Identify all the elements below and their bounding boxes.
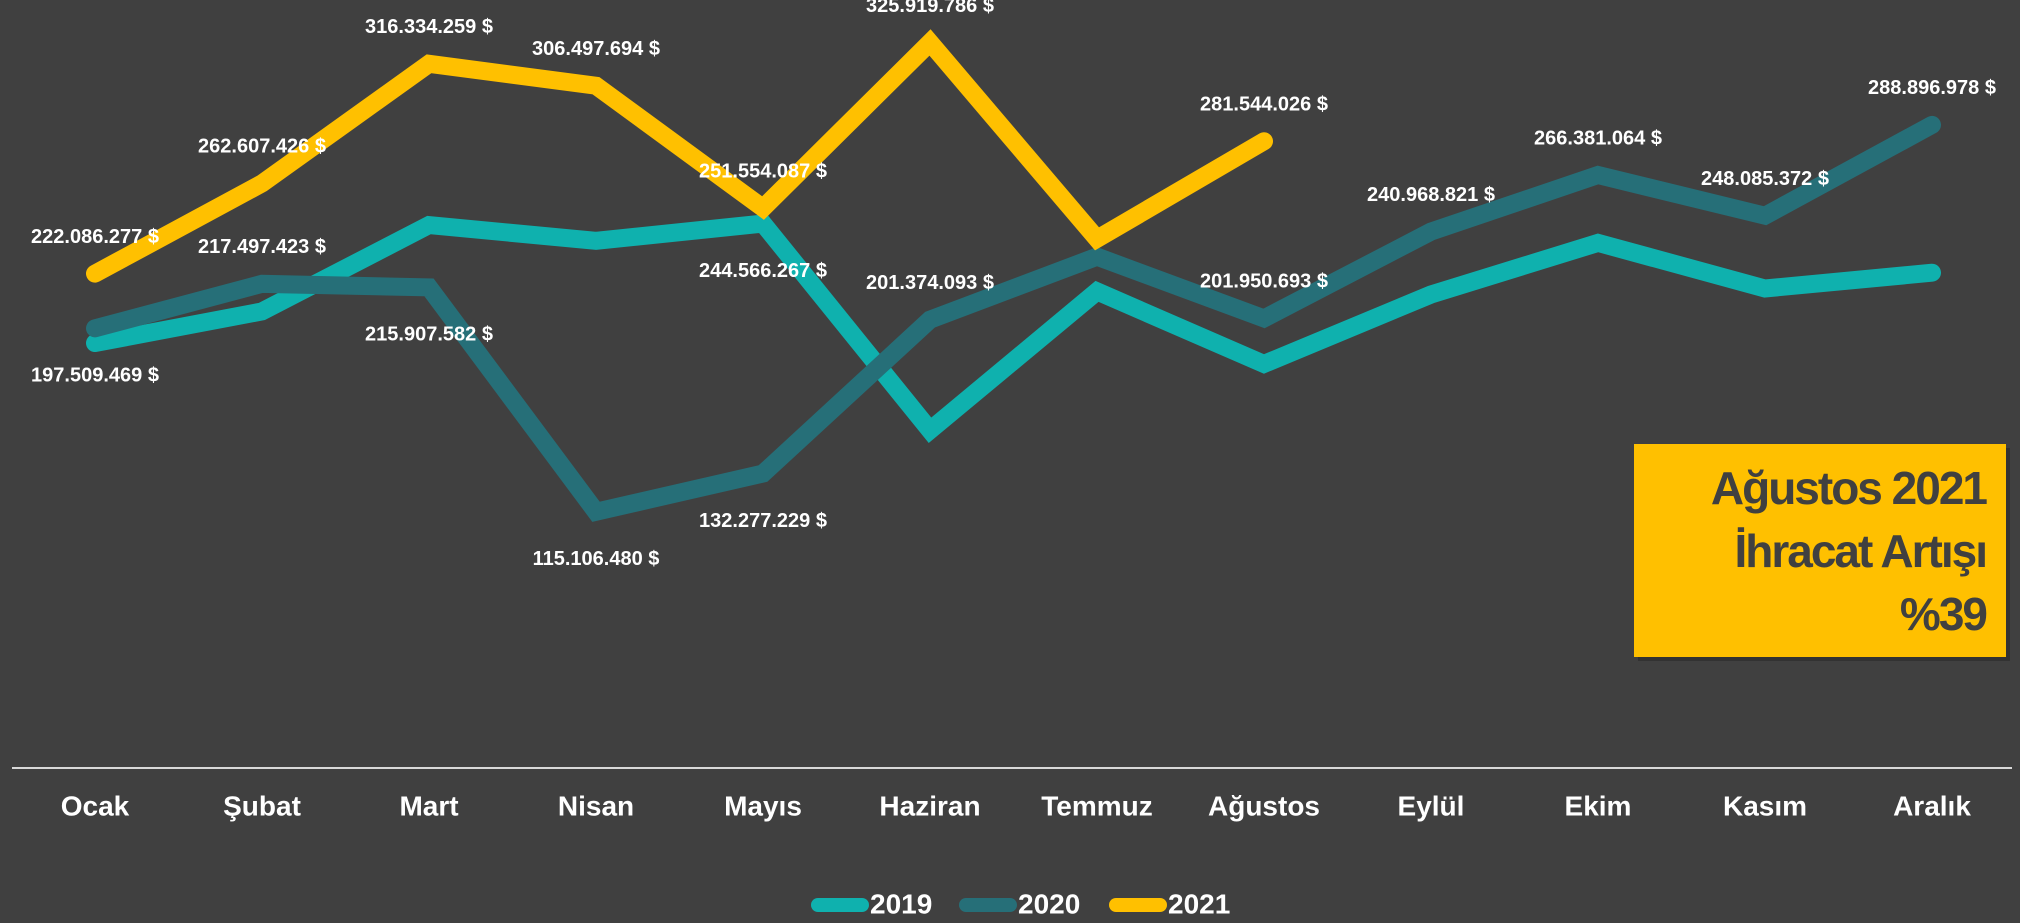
- x-tick-label: Mart: [399, 790, 458, 821]
- series-line: [86, 29, 1273, 283]
- data-label: 201.950.693 $: [1200, 271, 1328, 293]
- annotation-text: İhracat Artışı: [1734, 525, 1986, 577]
- data-label: 281.544.026 $: [1200, 94, 1328, 116]
- x-tick-label: Haziran: [879, 790, 980, 821]
- data-label: 240.968.821 $: [1367, 184, 1495, 206]
- data-label: 132.277.229 $: [699, 510, 827, 532]
- data-label: 262.607.426 $: [198, 136, 326, 158]
- data-label: 266.381.064 $: [1534, 127, 1662, 149]
- data-label: 288.896.978 $: [1868, 77, 1996, 99]
- legend-label: 2019: [870, 888, 932, 919]
- data-label: 325.919.786 $: [866, 0, 994, 17]
- data-label: 215.907.582 $: [365, 324, 493, 346]
- annotation-box: [1634, 444, 2006, 657]
- data-label: 217.497.423 $: [198, 236, 326, 258]
- x-tick-label: Aralık: [1893, 790, 1971, 821]
- data-label: 306.497.694 $: [532, 38, 660, 60]
- series-line: [86, 115, 1941, 522]
- x-tick-label: Ağustos: [1208, 790, 1320, 821]
- data-label: 115.106.480 $: [533, 548, 660, 570]
- legend-label: 2020: [1018, 888, 1080, 919]
- x-tick-label: Kasım: [1723, 790, 1807, 821]
- series-line: [86, 214, 1941, 444]
- legend-label: 2021: [1168, 888, 1230, 919]
- data-label: 197.509.469 $: [31, 365, 159, 387]
- x-tick-label: Ekim: [1565, 790, 1632, 821]
- x-tick-label: Şubat: [223, 790, 301, 821]
- data-label: 244.566.267 $: [699, 260, 827, 282]
- data-label: 251.554.087 $: [699, 160, 827, 182]
- x-tick-label: Temmuz: [1041, 790, 1153, 821]
- x-tick-label: Mayıs: [724, 790, 802, 821]
- data-label: 222.086.277 $: [31, 226, 159, 248]
- annotation-text: Ağustos 2021: [1711, 462, 1988, 514]
- x-tick-label: Nisan: [558, 790, 634, 821]
- annotation-text: %39: [1900, 588, 1986, 640]
- x-tick-label: Ocak: [61, 790, 130, 821]
- x-tick-label: Eylül: [1398, 790, 1465, 821]
- data-label: 201.374.093 $: [866, 272, 994, 294]
- data-label: 248.085.372 $: [1701, 168, 1829, 190]
- data-label: 316.334.259 $: [365, 16, 493, 38]
